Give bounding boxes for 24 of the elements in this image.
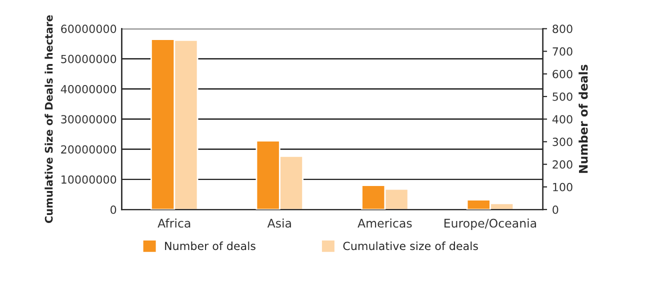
- y2-axis-title: Number of deals: [578, 64, 588, 173]
- y-tick-label: 50000000: [61, 54, 116, 64]
- y2-tick-label: 0: [552, 205, 558, 214]
- y2-tick-label: 200: [552, 160, 572, 169]
- x-tick-label: Americas: [358, 218, 412, 228]
- legend-label: Cumulative size of deals: [343, 242, 478, 250]
- y-tick-label: 0: [110, 205, 116, 214]
- y-tick-label: 20000000: [61, 145, 116, 154]
- legend-label: Number of deals: [165, 242, 256, 250]
- y2-tick-label: 600: [552, 70, 572, 78]
- x-tick-label: Africa: [158, 218, 190, 228]
- y-tick-label: 30000000: [61, 115, 116, 124]
- y2-tick-label: 300: [552, 138, 572, 146]
- y-axis-title: Cumulative Size of Deals in hectare: [44, 15, 53, 223]
- y2-tick-label: 400: [552, 115, 572, 124]
- x-tick-label: Asia: [267, 218, 291, 228]
- y2-tick-label: 100: [553, 182, 572, 192]
- x-tick-label: Europe/Oceania: [444, 218, 536, 230]
- y-tick-label: 10000000: [62, 175, 116, 184]
- y-tick-label: 60000000: [61, 24, 116, 34]
- y2-tick-label: 800: [552, 24, 572, 34]
- y-tick-label: 40000000: [60, 84, 116, 94]
- y2-tick-label: 500: [552, 92, 572, 101]
- y2-tick-label: 700: [552, 47, 572, 56]
